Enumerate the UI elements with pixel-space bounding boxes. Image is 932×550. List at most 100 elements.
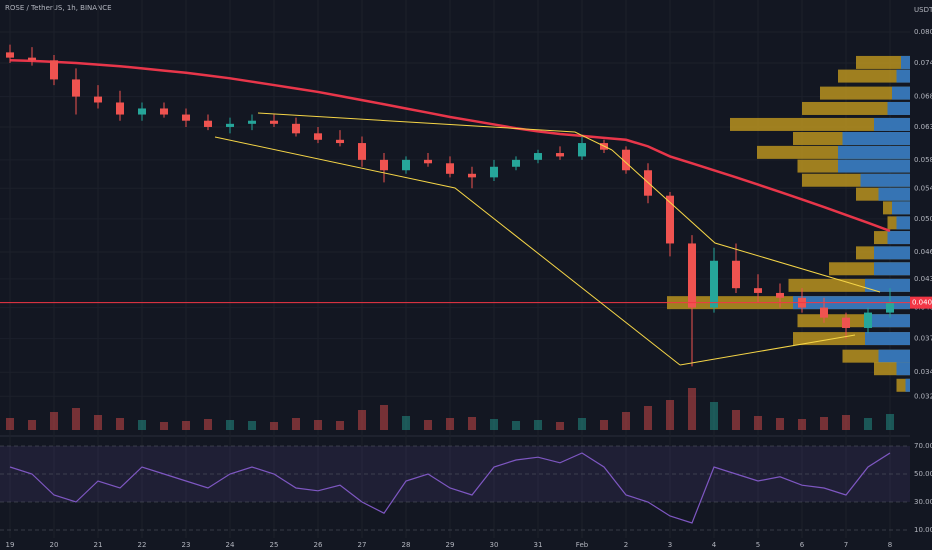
- x-tick-label: 21: [94, 541, 103, 549]
- candle-body: [864, 312, 872, 328]
- candle-body: [72, 79, 80, 97]
- candle-body: [6, 52, 14, 58]
- candle-body: [138, 108, 146, 115]
- profile-up: [878, 349, 910, 363]
- profile-up: [887, 101, 910, 115]
- trendline: [214, 136, 681, 366]
- chart-title: ROSE / TetherUS, 1h, BINANCE: [5, 4, 112, 12]
- x-tick-label: 22: [138, 541, 147, 549]
- candle-body: [270, 120, 278, 124]
- candle-body: [688, 243, 696, 308]
- profile-up: [865, 332, 910, 346]
- candle-body: [622, 149, 630, 171]
- moving-average: [9, 59, 891, 233]
- x-tick-label: 27: [358, 541, 367, 549]
- x-tick-label: Feb: [576, 541, 589, 549]
- volume-bar: [336, 421, 344, 430]
- volume-bar: [798, 419, 806, 430]
- profile-total: [730, 117, 910, 131]
- x-tick-label: 29: [446, 541, 455, 549]
- volume-bar: [556, 422, 564, 430]
- y-tick-label: 0.05800: [914, 156, 932, 164]
- candle-body: [424, 159, 432, 164]
- profile-up: [892, 86, 910, 100]
- x-tick-label: 5: [756, 541, 760, 549]
- candle-body: [402, 159, 410, 171]
- profile-up: [874, 246, 910, 260]
- y-tick-label: 0.06300: [914, 123, 932, 131]
- volume-bar: [710, 402, 718, 430]
- candle-body: [226, 123, 234, 127]
- rsi-tick-label: 10.00: [914, 526, 932, 534]
- price-axis: [910, 0, 932, 550]
- volume-bar: [116, 418, 124, 430]
- volume-bar: [754, 416, 762, 430]
- volume-bar: [732, 410, 740, 430]
- volume-bar: [446, 418, 454, 430]
- profile-up: [865, 314, 910, 328]
- profile-up: [896, 362, 910, 376]
- volume-bar: [270, 422, 278, 430]
- volume-bar: [512, 421, 520, 430]
- volume-bar: [776, 418, 784, 430]
- volume-bar: [138, 420, 146, 430]
- trendline: [679, 334, 856, 366]
- price: [0, 44, 910, 367]
- candle-body: [358, 143, 366, 160]
- profile-up: [838, 145, 910, 159]
- profile-up: [838, 159, 910, 173]
- candle-body: [160, 108, 168, 115]
- y-tick-label: 0.07400: [914, 59, 932, 67]
- price-label-box: [910, 296, 932, 309]
- profile-total: [820, 86, 910, 100]
- candle-body: [534, 153, 542, 160]
- x-tick-label: 6: [800, 541, 805, 549]
- rsi-line: [9, 452, 891, 524]
- volume-bar: [94, 415, 102, 430]
- volume-bar: [688, 388, 696, 430]
- candle-body: [314, 133, 322, 140]
- volume-bar: [622, 412, 630, 430]
- volume-bar: [28, 420, 36, 430]
- volume-bar: [248, 421, 256, 430]
- volume-bar: [72, 408, 80, 430]
- profile-up: [887, 231, 910, 245]
- y-tick-label: 0.06800: [914, 93, 932, 101]
- volume-bar: [160, 422, 168, 430]
- x-tick-label: 28: [402, 541, 411, 549]
- candle-body: [754, 288, 762, 293]
- x-tick-label: 19: [6, 541, 15, 549]
- x-tick-label: 26: [314, 541, 323, 549]
- x-tick-label: 23: [182, 541, 191, 549]
- candle-body: [820, 307, 828, 318]
- y-tick-label: 0.04300: [914, 275, 932, 283]
- volume-bar: [864, 418, 872, 430]
- candle-body: [446, 163, 454, 174]
- x-tick-label: 8: [888, 541, 892, 549]
- x-tick-label: 24: [226, 541, 235, 549]
- price-label: 0.04050: [912, 299, 932, 307]
- y-tick-label: 0.05400: [914, 184, 932, 192]
- volume-bar: [666, 400, 674, 430]
- candle-body: [50, 60, 58, 80]
- candle-body: [204, 120, 212, 127]
- candle-body: [116, 102, 124, 115]
- profile-up: [892, 201, 910, 215]
- profile-up: [842, 131, 910, 145]
- profile-up: [874, 117, 910, 131]
- volume-bar: [490, 419, 498, 430]
- volume-bar: [380, 405, 388, 430]
- volume-bar: [468, 417, 476, 430]
- candle-body: [336, 139, 344, 144]
- x-tick-label: 25: [270, 541, 279, 549]
- x-tick-label: 2: [624, 541, 628, 549]
- x-tick-label: 7: [844, 541, 848, 549]
- candle-body: [490, 166, 498, 178]
- rsi-tick-label: 70.00: [914, 442, 932, 450]
- candle-body: [556, 153, 564, 157]
- candle-body: [512, 159, 520, 167]
- trendline: [257, 112, 613, 151]
- volume-bar: [578, 418, 586, 430]
